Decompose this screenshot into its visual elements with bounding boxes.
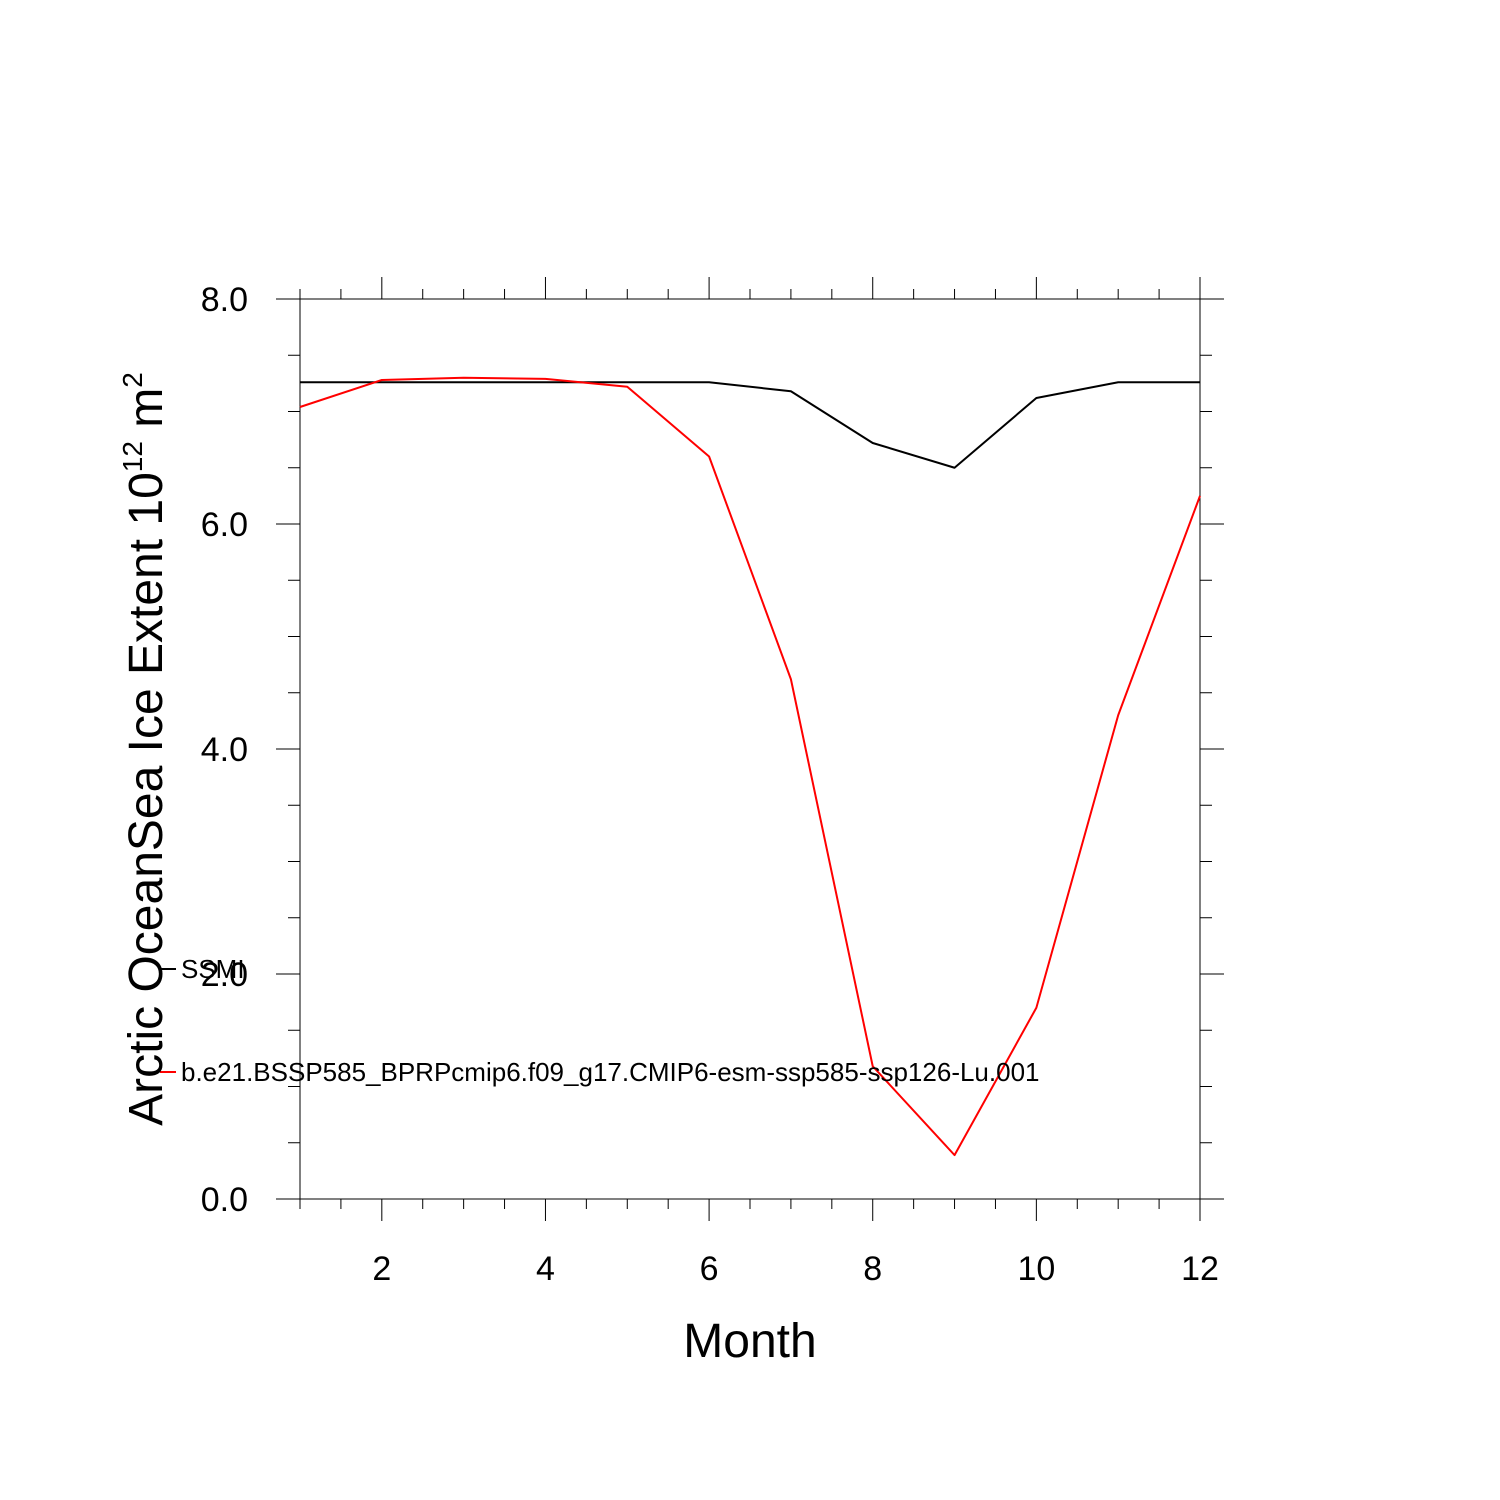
axis-tick-labels: 2 4 6 8 10 12 0.0 2.0 4.0 6.0 8.0 <box>201 281 1219 1288</box>
y-axis-title-main: Arctic OceanSea Ice Extent 10 <box>120 472 173 1126</box>
legend-label-1: SSMI <box>181 954 245 984</box>
x-tick-label: 4 <box>536 1250 555 1288</box>
x-axis-title: Month <box>683 1315 816 1368</box>
x-tick-label: 2 <box>372 1250 391 1288</box>
x-tick-label: 8 <box>863 1250 882 1288</box>
x-tick-label: 12 <box>1181 1250 1219 1288</box>
y-tick-label: 6.0 <box>201 506 248 544</box>
y-axis-title-unit-exponent: 2 <box>117 372 148 388</box>
legend-label-2: b.e21.BSSP585_BPRPcmip6.f09_g17.CMIP6-es… <box>181 1057 1040 1087</box>
y-tick-label: 0.0 <box>201 1181 248 1219</box>
legend: SSMI b.e21.BSSP585_BPRPcmip6.f09_g17.CMIP… <box>160 954 1040 1087</box>
series-line-1 <box>300 381 1200 469</box>
axis-ticks <box>276 277 1224 1221</box>
y-tick-label: 8.0 <box>201 281 248 319</box>
y-tick-label: 2.0 <box>201 956 248 994</box>
y-axis-title-unit: m <box>120 388 173 441</box>
y-tick-label: 4.0 <box>201 731 248 769</box>
series-lines <box>299 376 1201 1157</box>
x-tick-label: 6 <box>700 1250 719 1288</box>
y-axis-title-exponent: 12 <box>117 441 148 472</box>
x-tick-label: 10 <box>1017 1250 1055 1288</box>
series-line-2 <box>299 376 1201 1157</box>
y-axis-title: Arctic OceanSea Ice Extent 1012 m2 <box>117 372 173 1126</box>
